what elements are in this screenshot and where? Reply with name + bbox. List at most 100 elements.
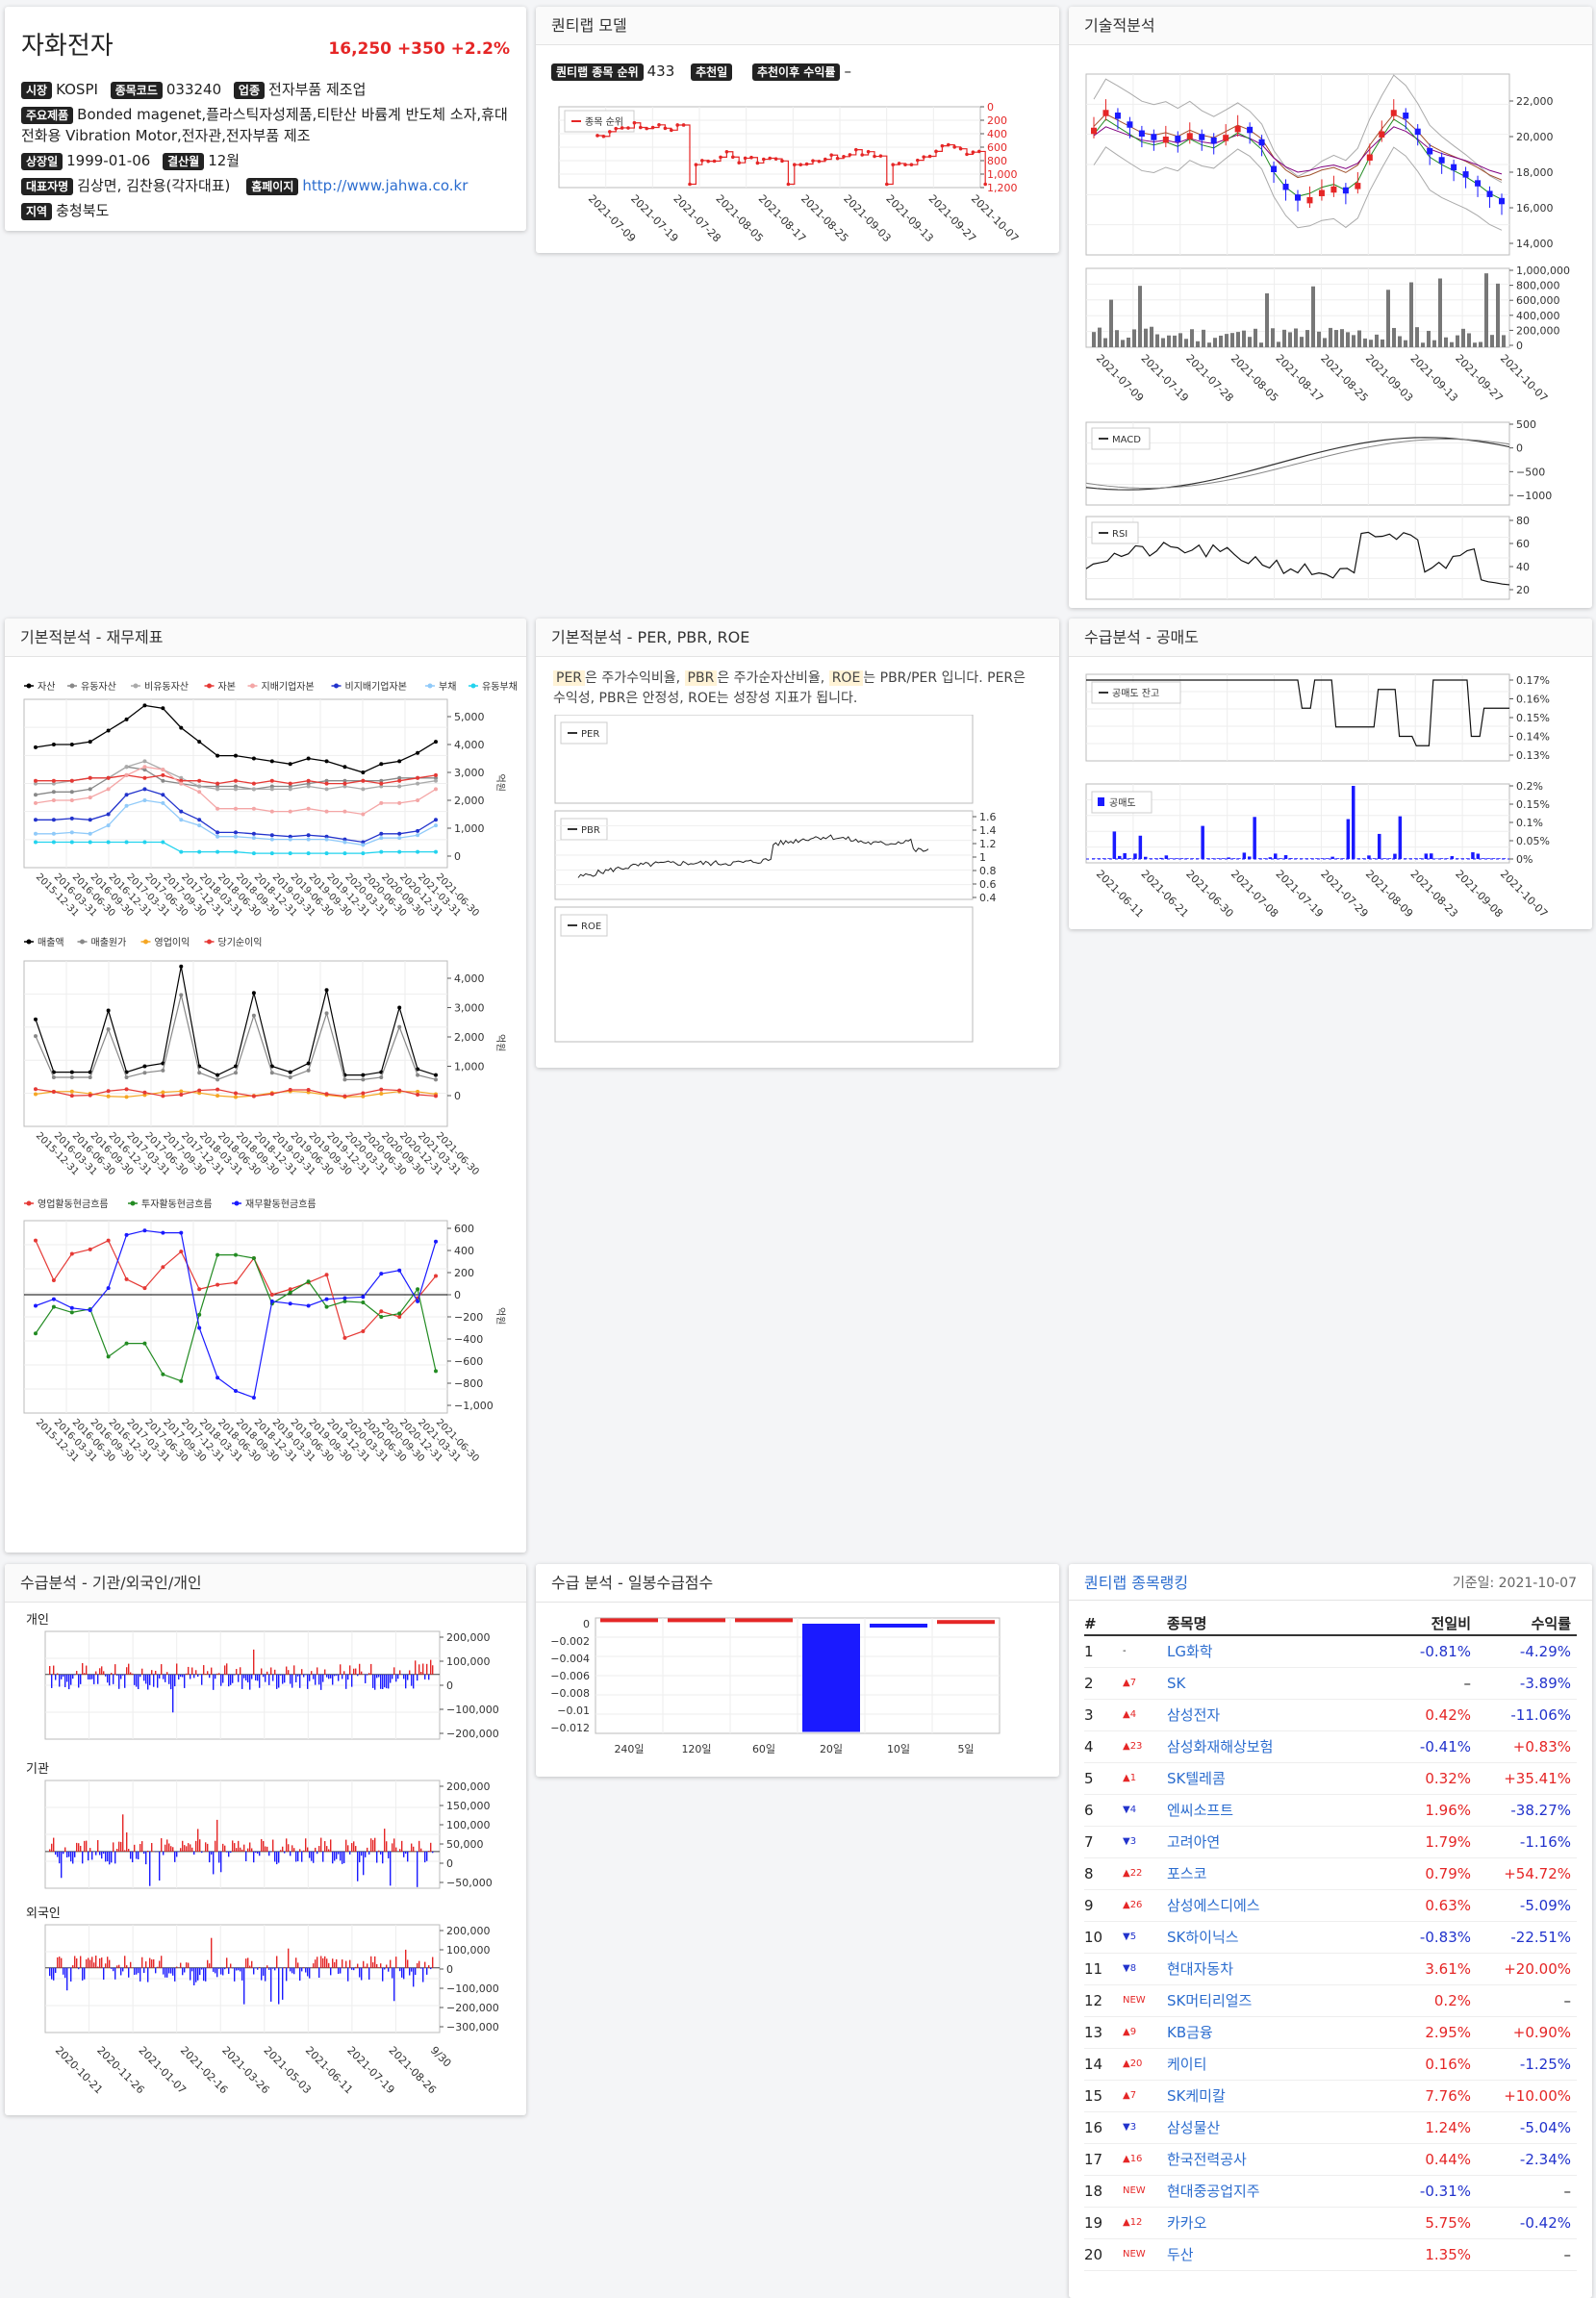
ranking-row[interactable]: 2 ▲7 SK – -3.89% [1084, 1667, 1577, 1700]
asset-series-point [106, 787, 111, 792]
flow-bar [197, 1967, 199, 1981]
flow-bar [297, 1851, 299, 1861]
homepage-link[interactable]: http://www.jahwa.co.kr [302, 177, 469, 194]
rank-point [971, 150, 975, 155]
flow-bar [118, 1964, 120, 1968]
flow-bar [203, 1665, 205, 1675]
ranking-row[interactable]: 12 NEW SK머티리얼즈 0.2% – [1084, 1984, 1577, 2017]
flow-bar [161, 1664, 163, 1675]
flow-bar [245, 1958, 247, 1968]
ranking-row[interactable]: 10 ▼5 SK하이닉스 -0.83% -22.51% [1084, 1921, 1577, 1954]
industry-value: 전자부품 제조업 [268, 81, 367, 98]
rank-point [848, 153, 852, 157]
income-series-point [179, 993, 184, 997]
flow-bar [305, 1967, 307, 1973]
stock-link[interactable]: 엔씨소프트 [1167, 1794, 1384, 1827]
asset-series-point [161, 706, 165, 711]
ranking-row[interactable]: 11 ▼8 현대자동차 3.61% +20.00% [1084, 1953, 1577, 1985]
flow-bar [109, 1851, 111, 1865]
asset-series-point [34, 781, 38, 786]
flow-bar [118, 1841, 120, 1852]
stock-link[interactable]: 포스코 [1167, 1857, 1384, 1890]
stock-link[interactable]: 고려아연 [1167, 1826, 1384, 1858]
stock-link[interactable]: SK하이닉스 [1167, 1921, 1384, 1954]
ranking-row[interactable]: 4 ▲23 삼성화재해상보험 -0.41% +0.83% [1084, 1730, 1577, 1763]
flow-bar [199, 1839, 201, 1852]
flow-bar [240, 1667, 241, 1675]
flow-bar [424, 1851, 426, 1863]
candle [1462, 171, 1469, 178]
income-series-point [51, 1074, 56, 1079]
flow-bar [338, 1967, 340, 1974]
flow-bar [203, 1967, 205, 1982]
volume-bar [1300, 337, 1304, 347]
stock-link[interactable]: SK텔레콤 [1167, 1762, 1384, 1795]
ranking-row[interactable]: 3 ▲4 삼성전자 0.42% -11.06% [1084, 1699, 1577, 1731]
flow-bar [272, 1674, 274, 1681]
y-tick-label: −100,000 [446, 1982, 499, 1995]
cashflow-series-point [179, 1378, 184, 1383]
asset-series-point [306, 833, 311, 838]
flow-bar [166, 1967, 168, 1978]
stock-link[interactable]: LG화학 [1167, 1635, 1384, 1668]
ranking-row[interactable]: 13 ▲9 KB금융 2.95% +0.90% [1084, 2016, 1577, 2049]
stock-link[interactable]: 현대중공업지주 [1167, 2175, 1384, 2208]
stock-link[interactable]: 현대자동차 [1167, 1953, 1384, 1985]
stock-link[interactable]: 두산 [1167, 2238, 1384, 2271]
stock-link[interactable]: 삼성물산 [1167, 2111, 1384, 2144]
income-series-point [234, 1095, 238, 1099]
y-tick-label: 60 [1516, 538, 1530, 550]
stock-link[interactable]: 삼성에스디에스 [1167, 1889, 1384, 1922]
income-series-point [251, 1013, 256, 1018]
flow-bar [163, 1967, 165, 1975]
ranking-row[interactable]: 18 NEW 현대중공업지주 -0.31% – [1084, 2175, 1577, 2208]
flow-bar [278, 1967, 280, 2005]
flow-bar [213, 1674, 215, 1690]
flow-bar [370, 1838, 372, 1852]
flow-bar [224, 1967, 226, 1970]
flow-bar [182, 1674, 184, 1678]
stock-link[interactable]: SK머티리얼즈 [1167, 1984, 1384, 2017]
ranking-row[interactable]: 14 ▲20 케이티 0.16% -1.25% [1084, 2048, 1577, 2081]
ranking-row[interactable]: 8 ▲22 포스코 0.79% +54.72% [1084, 1857, 1577, 1890]
ranking-row[interactable]: 16 ▼3 삼성물산 1.24% -5.04% [1084, 2111, 1577, 2144]
flow-bar [116, 1965, 118, 1968]
stock-link[interactable]: KB금융 [1167, 2016, 1384, 2049]
card-title: 기본적분석 - PER, PBR, ROE [551, 628, 750, 646]
ranking-row[interactable]: 17 ▲16 한국전력공사 0.44% -2.34% [1084, 2143, 1577, 2176]
stock-link[interactable]: SK [1167, 1667, 1384, 1700]
flow-bar [174, 1674, 176, 1687]
ranking-row[interactable]: 20 NEW 두산 1.35% – [1084, 2238, 1577, 2271]
ranking-row[interactable]: 9 ▲26 삼성에스디에스 0.63% -5.09% [1084, 1889, 1577, 1922]
stock-link[interactable]: 케이티 [1167, 2048, 1384, 2081]
ranking-row[interactable]: 6 ▼4 엔씨소프트 1.96% -38.27% [1084, 1794, 1577, 1827]
legend-label: 종목 순위 [585, 115, 623, 128]
short-sell-bar [1248, 856, 1252, 859]
ranking-row[interactable]: 19 ▲12 카카오 5.75% -0.42% [1084, 2207, 1577, 2239]
rank-change: NEW [1123, 2238, 1167, 2271]
income-series-point [288, 1070, 292, 1074]
cashflow-series-point [51, 1278, 56, 1283]
ranking-row[interactable]: 7 ▼3 고려아연 1.79% -1.16% [1084, 1826, 1577, 1858]
volume-bar [1184, 339, 1188, 347]
stock-link[interactable]: 삼성화재해상보험 [1167, 1730, 1384, 1763]
y-tick-label: 600 [987, 141, 1007, 154]
rank-point [688, 182, 692, 187]
cashflow-series-point [106, 1354, 111, 1359]
flow-bar [249, 1674, 251, 1690]
rank-point [885, 182, 889, 187]
ma-line [1093, 113, 1503, 181]
stock-link[interactable]: 삼성전자 [1167, 1699, 1384, 1731]
stock-link[interactable]: 카카오 [1167, 2207, 1384, 2239]
asset-series-point [161, 768, 165, 772]
y-tick-label: 150,000 [446, 1800, 491, 1812]
asset-series-point [161, 772, 165, 777]
asset-series-point [434, 772, 438, 777]
stock-link[interactable]: 한국전력공사 [1167, 2143, 1384, 2176]
stock-link[interactable]: SK케미칼 [1167, 2080, 1384, 2112]
ranking-row[interactable]: 15 ▲7 SK케미칼 7.76% +10.00% [1084, 2080, 1577, 2112]
ranking-row[interactable]: 5 ▲1 SK텔레콤 0.32% +35.41% [1084, 1762, 1577, 1795]
flow-bar [89, 1959, 91, 1968]
ranking-row[interactable]: 1 - LG화학 -0.81% -4.29% [1084, 1635, 1577, 1668]
flow-bar [309, 1674, 311, 1681]
